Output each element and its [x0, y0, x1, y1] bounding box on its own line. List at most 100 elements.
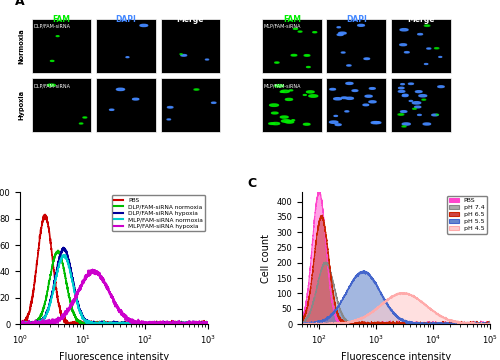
Circle shape — [342, 97, 347, 99]
Text: Hypoxia: Hypoxia — [18, 90, 24, 120]
Circle shape — [418, 33, 422, 35]
Circle shape — [330, 121, 338, 123]
Text: Merge: Merge — [407, 15, 434, 24]
Circle shape — [194, 89, 199, 90]
Circle shape — [330, 89, 336, 90]
Circle shape — [418, 114, 422, 116]
Text: A: A — [16, 0, 25, 8]
Circle shape — [110, 109, 114, 111]
Circle shape — [342, 52, 345, 53]
Circle shape — [338, 32, 346, 34]
Bar — [326, 19, 386, 73]
Circle shape — [400, 29, 408, 31]
Circle shape — [402, 123, 410, 125]
Circle shape — [346, 97, 354, 99]
Circle shape — [398, 90, 405, 92]
Circle shape — [419, 95, 426, 97]
Text: FAM: FAM — [52, 15, 70, 24]
Circle shape — [286, 98, 292, 100]
Circle shape — [369, 101, 376, 103]
Circle shape — [132, 98, 139, 100]
Circle shape — [352, 90, 358, 91]
Circle shape — [313, 32, 316, 33]
Circle shape — [309, 95, 318, 97]
Bar — [262, 19, 322, 73]
Circle shape — [50, 60, 54, 62]
Legend: PBS, pH 7.4, pH 6.5, pH 5.5, pH 4.5: PBS, pH 7.4, pH 6.5, pH 5.5, pH 4.5 — [447, 195, 487, 234]
Circle shape — [306, 91, 314, 93]
Circle shape — [400, 44, 406, 46]
Text: DLP/FAM-siRNA: DLP/FAM-siRNA — [33, 24, 70, 29]
Circle shape — [269, 123, 275, 125]
Circle shape — [80, 123, 83, 124]
Circle shape — [402, 94, 408, 96]
Text: Merge: Merge — [176, 15, 204, 24]
Circle shape — [291, 54, 297, 56]
Bar — [326, 78, 386, 132]
Circle shape — [365, 95, 372, 97]
Circle shape — [402, 126, 406, 127]
Circle shape — [416, 91, 422, 93]
Bar — [32, 78, 92, 132]
Circle shape — [414, 106, 421, 108]
Text: DAPI: DAPI — [346, 15, 366, 24]
Circle shape — [140, 24, 147, 27]
Circle shape — [400, 84, 404, 85]
Bar — [96, 19, 156, 73]
Circle shape — [212, 102, 216, 103]
Circle shape — [402, 95, 408, 96]
Circle shape — [345, 111, 349, 112]
Circle shape — [289, 90, 292, 91]
Circle shape — [438, 86, 444, 87]
Circle shape — [306, 67, 310, 68]
Text: MLP/FAM-siRNA: MLP/FAM-siRNA — [264, 83, 301, 88]
Circle shape — [126, 57, 129, 58]
Y-axis label: Cell count: Cell count — [261, 234, 271, 283]
Circle shape — [346, 82, 353, 84]
Circle shape — [280, 91, 284, 92]
Circle shape — [337, 27, 340, 28]
Circle shape — [167, 119, 170, 120]
Text: Normoxia: Normoxia — [18, 28, 24, 64]
Circle shape — [370, 87, 376, 89]
Circle shape — [280, 116, 288, 118]
Bar — [391, 19, 450, 73]
Circle shape — [281, 90, 289, 93]
Text: DAPI: DAPI — [116, 15, 136, 24]
Circle shape — [398, 87, 404, 89]
Circle shape — [436, 114, 438, 115]
Circle shape — [358, 24, 364, 26]
Circle shape — [181, 55, 186, 56]
Circle shape — [422, 99, 426, 100]
X-axis label: Fluorescence intensity: Fluorescence intensity — [59, 352, 169, 360]
Circle shape — [56, 36, 59, 37]
Circle shape — [272, 112, 278, 114]
Bar — [96, 78, 156, 132]
Circle shape — [434, 48, 439, 49]
Circle shape — [282, 120, 291, 122]
Text: C: C — [248, 177, 256, 190]
Circle shape — [347, 65, 351, 66]
Circle shape — [298, 31, 302, 32]
Circle shape — [206, 59, 208, 60]
Circle shape — [168, 107, 173, 108]
Circle shape — [412, 108, 416, 109]
Circle shape — [398, 114, 404, 115]
Circle shape — [364, 58, 370, 59]
Circle shape — [432, 114, 438, 116]
Circle shape — [334, 98, 342, 100]
Circle shape — [274, 62, 279, 63]
Circle shape — [294, 28, 298, 30]
Circle shape — [374, 122, 379, 123]
Bar — [160, 78, 220, 132]
Text: DLP/FAM-siRNA: DLP/FAM-siRNA — [33, 83, 70, 88]
Circle shape — [270, 104, 278, 107]
Legend: PBS, DLP/FAM-siRNA normoxia, DLP/FAM-siRNA hypoxia, MLP/FAM-siRNA normoxia, MLP/: PBS, DLP/FAM-siRNA normoxia, DLP/FAM-siR… — [112, 195, 205, 231]
Circle shape — [304, 55, 310, 56]
Circle shape — [412, 102, 420, 104]
Text: MLP/FAM-siRNA: MLP/FAM-siRNA — [264, 24, 301, 29]
Bar — [160, 19, 220, 73]
Circle shape — [409, 100, 412, 102]
Bar — [262, 78, 322, 132]
Circle shape — [424, 25, 430, 26]
